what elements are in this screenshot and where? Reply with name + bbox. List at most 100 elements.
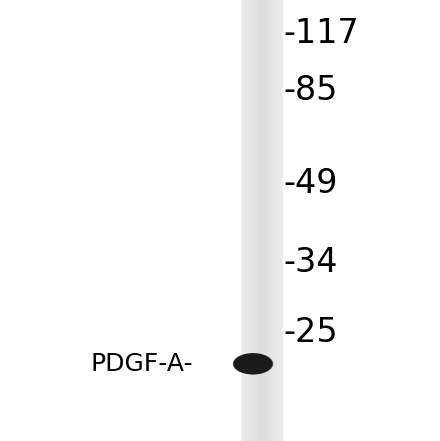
Bar bbox=[256, 0, 257, 441]
Ellipse shape bbox=[242, 358, 264, 370]
Bar bbox=[277, 0, 278, 441]
Bar bbox=[273, 0, 274, 441]
Bar bbox=[246, 0, 247, 441]
Ellipse shape bbox=[246, 360, 260, 367]
Bar bbox=[265, 0, 266, 441]
Ellipse shape bbox=[233, 353, 273, 374]
Ellipse shape bbox=[238, 356, 268, 371]
Ellipse shape bbox=[239, 356, 267, 371]
Ellipse shape bbox=[246, 360, 260, 368]
Ellipse shape bbox=[234, 354, 272, 374]
Ellipse shape bbox=[243, 359, 263, 369]
Bar bbox=[244, 0, 245, 441]
Ellipse shape bbox=[241, 358, 265, 370]
Bar bbox=[267, 0, 268, 441]
Ellipse shape bbox=[234, 353, 272, 374]
Bar bbox=[277, 0, 278, 441]
Ellipse shape bbox=[234, 354, 272, 374]
Bar bbox=[258, 0, 259, 441]
Bar bbox=[242, 0, 243, 441]
Ellipse shape bbox=[234, 354, 272, 374]
Bar bbox=[282, 0, 283, 441]
Bar bbox=[261, 0, 262, 441]
Ellipse shape bbox=[234, 354, 272, 374]
Bar bbox=[272, 0, 273, 441]
Ellipse shape bbox=[234, 354, 272, 374]
Ellipse shape bbox=[236, 355, 270, 373]
Ellipse shape bbox=[234, 354, 272, 374]
Ellipse shape bbox=[233, 353, 273, 374]
Ellipse shape bbox=[234, 354, 272, 374]
Ellipse shape bbox=[233, 353, 273, 374]
Ellipse shape bbox=[238, 356, 268, 372]
Bar bbox=[271, 0, 272, 441]
Bar bbox=[274, 0, 275, 441]
Ellipse shape bbox=[234, 354, 272, 374]
Bar bbox=[269, 0, 270, 441]
Ellipse shape bbox=[238, 356, 268, 372]
Bar bbox=[255, 0, 256, 441]
Ellipse shape bbox=[233, 353, 273, 374]
Bar bbox=[280, 0, 281, 441]
Ellipse shape bbox=[234, 354, 272, 374]
Ellipse shape bbox=[233, 353, 273, 374]
Bar bbox=[264, 0, 265, 441]
Bar bbox=[252, 0, 253, 441]
Bar bbox=[245, 0, 246, 441]
Ellipse shape bbox=[242, 358, 264, 370]
Ellipse shape bbox=[247, 360, 259, 367]
Ellipse shape bbox=[246, 360, 260, 368]
Bar bbox=[262, 0, 263, 441]
Ellipse shape bbox=[234, 354, 272, 374]
Bar bbox=[275, 0, 276, 441]
Ellipse shape bbox=[234, 354, 272, 374]
Bar bbox=[248, 0, 249, 441]
Ellipse shape bbox=[233, 353, 273, 374]
Ellipse shape bbox=[234, 354, 272, 374]
Text: -25: -25 bbox=[284, 317, 338, 349]
Ellipse shape bbox=[234, 354, 272, 374]
Ellipse shape bbox=[234, 354, 272, 374]
Bar bbox=[263, 0, 264, 441]
Bar bbox=[276, 0, 277, 441]
Bar bbox=[259, 0, 260, 441]
Bar bbox=[254, 0, 255, 441]
Text: -117: -117 bbox=[284, 17, 359, 49]
Ellipse shape bbox=[240, 358, 266, 370]
Ellipse shape bbox=[234, 354, 272, 374]
Ellipse shape bbox=[234, 354, 272, 374]
Ellipse shape bbox=[233, 353, 273, 374]
Ellipse shape bbox=[233, 353, 273, 374]
Bar bbox=[270, 0, 271, 441]
Ellipse shape bbox=[240, 357, 266, 371]
Ellipse shape bbox=[242, 358, 264, 370]
Ellipse shape bbox=[234, 354, 272, 374]
Ellipse shape bbox=[243, 359, 263, 369]
Ellipse shape bbox=[237, 355, 269, 372]
Ellipse shape bbox=[233, 353, 273, 374]
Ellipse shape bbox=[233, 353, 273, 374]
Bar bbox=[266, 0, 267, 441]
Bar bbox=[251, 0, 252, 441]
Bar bbox=[268, 0, 269, 441]
Ellipse shape bbox=[234, 354, 272, 374]
Bar bbox=[250, 0, 251, 441]
Ellipse shape bbox=[237, 355, 269, 373]
Bar bbox=[253, 0, 254, 441]
Ellipse shape bbox=[233, 353, 273, 374]
Ellipse shape bbox=[233, 353, 273, 374]
Ellipse shape bbox=[235, 354, 271, 374]
Bar bbox=[248, 0, 249, 441]
Bar bbox=[260, 0, 261, 441]
Bar bbox=[243, 0, 244, 441]
Ellipse shape bbox=[245, 359, 261, 368]
Bar bbox=[279, 0, 280, 441]
Text: -49: -49 bbox=[284, 167, 338, 199]
Bar bbox=[247, 0, 248, 441]
Text: -34: -34 bbox=[284, 246, 338, 279]
Bar bbox=[249, 0, 250, 441]
Ellipse shape bbox=[233, 353, 273, 374]
Ellipse shape bbox=[241, 357, 265, 370]
Bar bbox=[278, 0, 279, 441]
Text: -85: -85 bbox=[284, 74, 338, 107]
